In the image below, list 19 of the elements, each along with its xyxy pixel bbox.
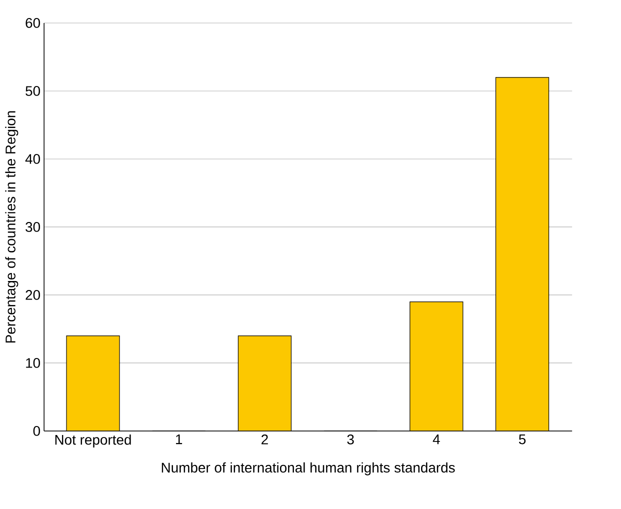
x-tick-label: 1 (176, 434, 182, 444)
y-tick-label: 20 (26, 290, 40, 300)
bar (66, 335, 120, 431)
x-tick-label: 4 (432, 434, 440, 444)
bar (495, 77, 550, 431)
y-tick-label: 0 (33, 426, 40, 436)
y-tick-label: 50 (26, 86, 40, 96)
bar (410, 301, 464, 431)
y-tick-label: 40 (25, 154, 40, 164)
x-tick-label: 5 (518, 434, 526, 444)
bar (238, 335, 292, 431)
y-tick-label: 10 (26, 358, 40, 368)
y-tick-label: 60 (26, 18, 40, 28)
y-tick-label: 30 (26, 222, 40, 232)
x-axis-title: Number of international human rights standards (162, 462, 455, 476)
x-tick-label: 3 (347, 434, 354, 444)
y-axis-title: Percentage of countries in the Region (5, 111, 18, 343)
x-tick-label: Not reported (55, 434, 131, 448)
x-tick-label: 2 (262, 434, 268, 444)
